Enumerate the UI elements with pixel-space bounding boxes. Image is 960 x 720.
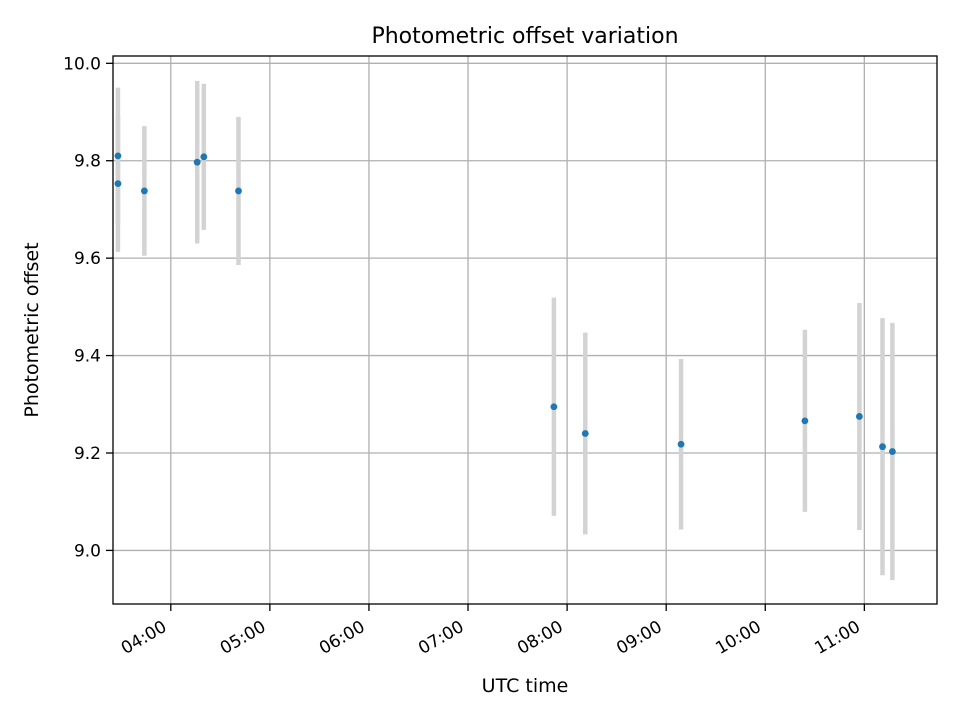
data-point xyxy=(801,417,809,425)
y-axis-label: Photometric offset xyxy=(21,242,43,417)
data-point xyxy=(550,403,558,411)
x-axis-label: UTC time xyxy=(482,675,569,697)
data-point xyxy=(140,187,148,195)
data-point xyxy=(114,180,122,188)
y-tick-label: 10.0 xyxy=(63,54,101,74)
data-point xyxy=(581,430,589,437)
y-axis-ticks: 9.0 9.2 9.4 9.6 9.8 10.0 xyxy=(63,54,113,561)
data-point xyxy=(200,153,208,161)
y-tick-label: 9.8 xyxy=(74,152,101,172)
y-tick-label: 9.6 xyxy=(74,249,101,269)
data-point xyxy=(889,448,896,455)
data-point xyxy=(193,158,201,166)
data-point xyxy=(855,413,863,420)
y-tick-label: 9.2 xyxy=(74,444,101,464)
data-point xyxy=(114,152,122,160)
y-tick-label: 9.0 xyxy=(74,541,101,561)
grid-lines xyxy=(113,56,937,604)
y-tick-label: 9.4 xyxy=(74,347,101,367)
plot-frame xyxy=(112,55,938,605)
chart-title: Photometric offset variation xyxy=(371,24,678,49)
data-point xyxy=(677,440,685,448)
data-point xyxy=(879,443,886,451)
data-point xyxy=(235,187,242,195)
data-points xyxy=(114,152,896,455)
